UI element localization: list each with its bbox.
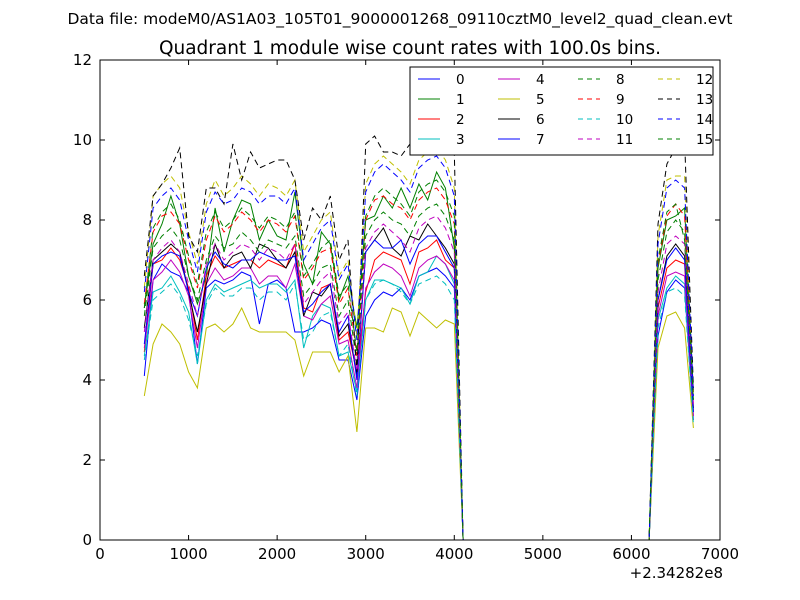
y-tick-label: 0 <box>82 531 92 549</box>
legend-label-13: 13 <box>696 92 713 108</box>
legend-label-14: 14 <box>696 112 713 128</box>
legend-label-0: 0 <box>456 72 465 88</box>
y-tick-label: 6 <box>82 291 92 309</box>
series-line-9 <box>143 187 694 541</box>
legend-label-7: 7 <box>536 132 545 148</box>
figure-suptitle: Data file: modeM0/AS1A03_105T01_90000012… <box>67 10 732 29</box>
x-tick-label: 1000 <box>169 545 207 563</box>
series-group <box>143 123 694 541</box>
x-tick-label: 2000 <box>258 545 296 563</box>
y-tick-label: 10 <box>73 131 92 149</box>
legend-label-6: 6 <box>536 112 545 128</box>
x-tick-label: 4000 <box>435 545 473 563</box>
x-tick-label: 3000 <box>347 545 385 563</box>
legend-label-9: 9 <box>616 92 625 108</box>
series-line-10 <box>143 275 694 541</box>
series-line-13 <box>143 123 694 541</box>
legend-label-2: 2 <box>456 112 465 128</box>
x-axis-offset-label: +2.34282e8 <box>630 564 723 582</box>
y-tick-label: 4 <box>82 371 92 389</box>
legend-label-8: 8 <box>616 72 625 88</box>
x-tick-label: 5000 <box>524 545 562 563</box>
y-tick-label: 2 <box>82 451 92 469</box>
series-line-1 <box>143 170 694 541</box>
series-line-4 <box>143 255 694 541</box>
series-line-14 <box>143 155 694 541</box>
series-line-0 <box>143 263 694 541</box>
series-line-15 <box>143 179 694 541</box>
legend-label-12: 12 <box>696 72 713 88</box>
legend-label-5: 5 <box>536 92 545 108</box>
series-line-8 <box>143 203 694 541</box>
series-line-3 <box>143 255 694 541</box>
series-line-11 <box>143 215 694 541</box>
series-line-7 <box>143 235 694 541</box>
legend-label-1: 1 <box>456 92 465 108</box>
legend-label-10: 10 <box>616 112 633 128</box>
legend-label-15: 15 <box>696 132 713 148</box>
y-tick-label: 12 <box>73 51 92 69</box>
series-line-5 <box>143 306 694 541</box>
legend-label-11: 11 <box>616 132 633 148</box>
series-line-6 <box>143 223 694 541</box>
legend-frame <box>409 66 714 156</box>
x-tick-label: 6000 <box>612 545 650 563</box>
x-tick-label: 0 <box>95 545 105 563</box>
legend-label-3: 3 <box>456 132 465 148</box>
legend-label-4: 4 <box>536 72 545 88</box>
y-tick-label: 8 <box>82 211 92 229</box>
series-line-12 <box>143 147 694 541</box>
chart-title: Quadrant 1 module wise count rates with … <box>159 38 661 59</box>
x-tick-label: 7000 <box>701 545 739 563</box>
